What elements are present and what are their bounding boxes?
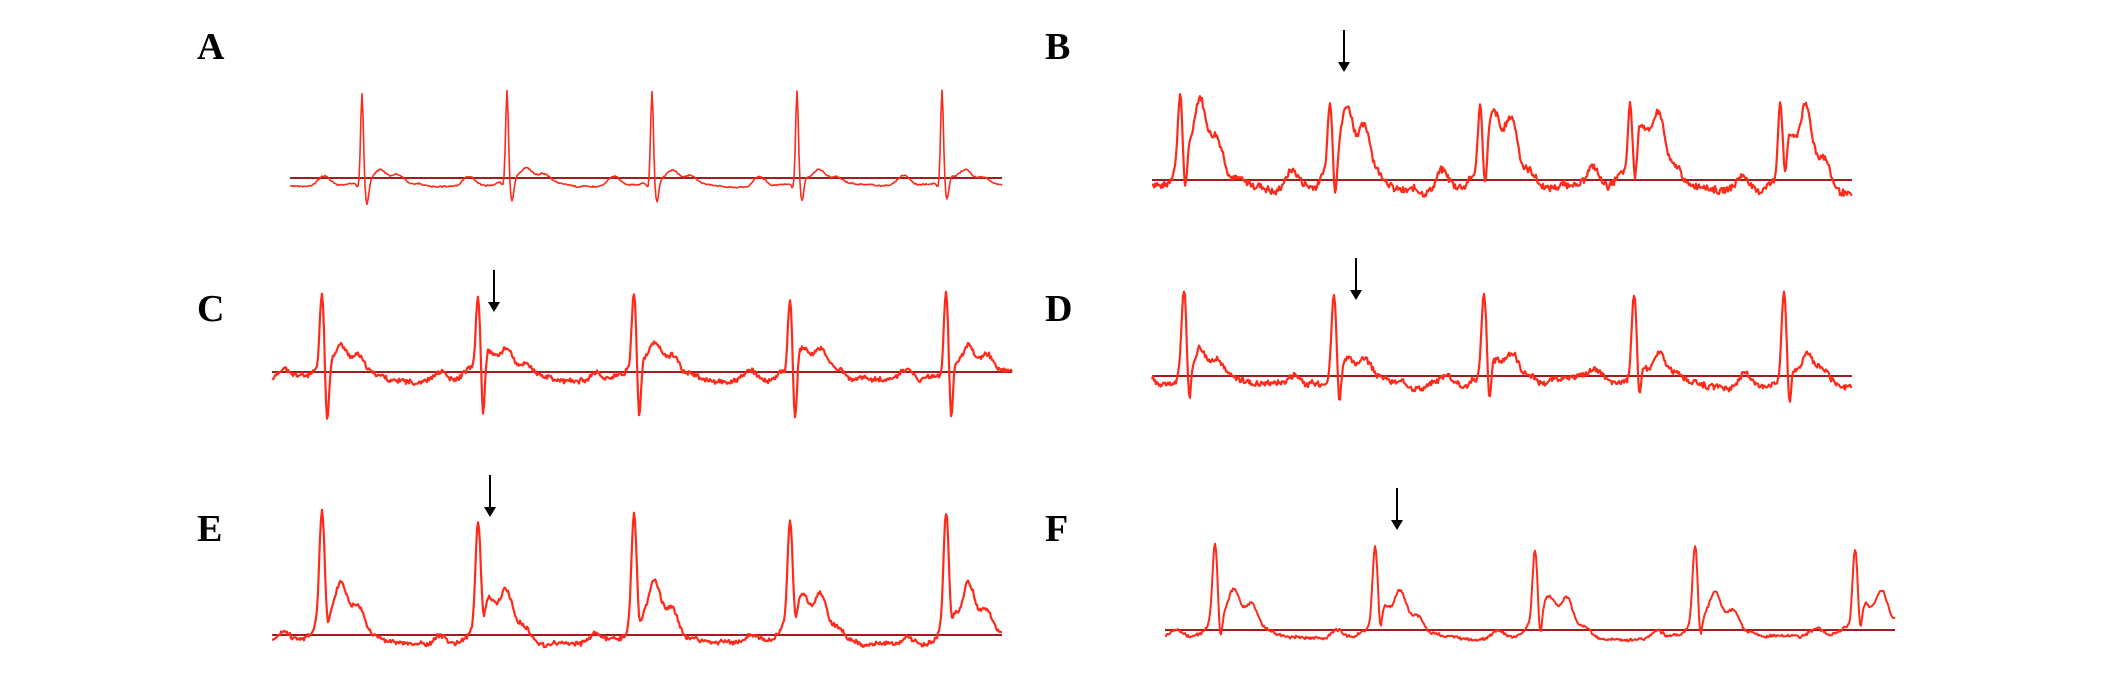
ecg-trace-b: [1151, 30, 1853, 198]
ecg-trace-d: [1150, 258, 1853, 403]
arrow-marker: [1338, 30, 1350, 72]
ecg-waveform: [1151, 93, 1853, 198]
panel-label-f: F: [1045, 508, 1069, 550]
ecg-waveform: [271, 508, 1003, 649]
ecg-trace-c: [271, 270, 1013, 420]
panel-label-e: E: [197, 508, 223, 550]
ecg-trace-a: [289, 89, 1003, 206]
ecg-waveform: [1164, 542, 1896, 643]
panel-label-d: D: [1045, 288, 1073, 330]
ecg-waveform: [1150, 290, 1853, 403]
arrow-marker: [1391, 488, 1403, 530]
arrow-marker: [1350, 258, 1362, 300]
ecg-waveform: [271, 290, 1013, 420]
ecg-waveform: [289, 89, 1003, 206]
panel-label-c: C: [197, 288, 225, 330]
panel-label-a: A: [197, 26, 225, 68]
arrow-marker: [488, 270, 500, 312]
arrow-marker: [484, 475, 496, 517]
ecg-trace-f: [1164, 488, 1896, 643]
panel-label-b: B: [1045, 26, 1071, 68]
ecg-trace-e: [271, 475, 1003, 649]
